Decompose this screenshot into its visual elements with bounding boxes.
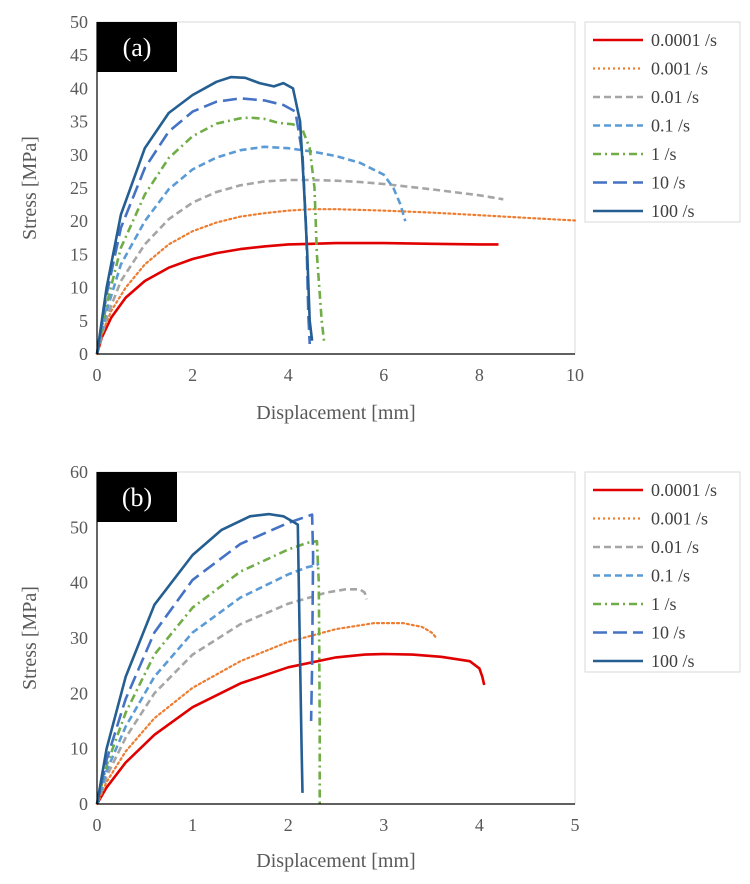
x-tick-label-a-3: 6 xyxy=(379,365,388,385)
x-tick-label-b-1: 1 xyxy=(188,815,197,835)
y-tick-label-a-3: 15 xyxy=(70,244,88,264)
legend-box-a xyxy=(584,21,741,223)
chart-panel-b: 0 1 2 3 4 5 0 10 20 30 40 50 60 Displacement [mm] S… xyxy=(19,462,741,872)
y-axis-title-b: Stress [MPa] xyxy=(19,586,41,690)
y-tick-label-a-1: 5 xyxy=(79,311,88,331)
series-line-a-0 xyxy=(95,241,499,355)
legend-label-a-0: 0.0001 /s xyxy=(651,30,717,50)
legend-label-b-2: 0.01 /s xyxy=(651,537,699,557)
legend-a: 0.0001 /s 0.001 /s 0.01 /s 0.1 /s 1 /s 10 /s 1… xyxy=(593,30,717,221)
series-line-b-0 xyxy=(95,652,486,805)
legend-label-b-4: 1 /s xyxy=(651,594,677,614)
x-tick-label-a-0: 0 xyxy=(93,365,102,385)
legend-label-b-5: 10 /s xyxy=(651,623,686,643)
y-axis-title-a: Stress [MPa] xyxy=(19,136,41,240)
legend-label-b-6: 100 /s xyxy=(651,651,695,671)
x-tick-label-b-0: 0 xyxy=(93,815,102,835)
x-tick-label-b-5: 5 xyxy=(571,815,580,835)
y-tick-label-b-5: 50 xyxy=(70,517,88,537)
y-tick-label-a-4: 20 xyxy=(70,211,88,231)
x-axis-title-a: Displacement [mm] xyxy=(256,402,415,424)
y-tick-label-a-10: 50 xyxy=(70,12,88,32)
y-tick-labels-a: 0 5 10 15 20 25 30 35 40 45 50 xyxy=(70,12,88,364)
series-line-b-3 xyxy=(95,562,320,805)
y-tick-label-b-3: 30 xyxy=(70,628,88,648)
x-tick-label-a-1: 2 xyxy=(188,365,197,385)
x-tick-label-a-5: 10 xyxy=(566,365,584,385)
series-line-a-4 xyxy=(95,116,326,355)
panel-label-box-b xyxy=(97,472,177,522)
series-line-b-4 xyxy=(95,539,322,805)
plot-area-a xyxy=(96,21,576,355)
x-tick-label-b-2: 2 xyxy=(284,815,293,835)
legend-b: 0.0001 /s 0.001 /s 0.01 /s 0.1 /s 1 /s 10 /s 1… xyxy=(593,480,717,671)
panel-label-box-a xyxy=(97,22,177,72)
x-tick-label-b-4: 4 xyxy=(475,815,484,835)
series-line-b-6 xyxy=(95,512,304,805)
axes-a xyxy=(96,22,575,355)
y-tick-label-a-0: 0 xyxy=(79,344,88,364)
y-tick-label-b-2: 20 xyxy=(70,683,88,703)
legend-label-a-5: 10 /s xyxy=(651,173,686,193)
y-tick-label-a-2: 10 xyxy=(70,278,88,298)
panel-label-b: (b) xyxy=(122,483,152,512)
series-line-a-6 xyxy=(95,75,314,355)
y-tick-label-b-4: 40 xyxy=(70,573,88,593)
series-line-b-1 xyxy=(95,621,438,806)
legend-label-a-2: 0.01 /s xyxy=(651,87,699,107)
series-line-a-2 xyxy=(95,178,504,355)
legend-label-a-4: 1 /s xyxy=(651,144,677,164)
legend-label-a-1: 0.001 /s xyxy=(651,59,708,79)
y-tick-label-a-8: 40 xyxy=(70,78,88,98)
x-tick-labels-b: 0 1 2 3 4 5 xyxy=(93,815,580,835)
x-tick-labels-a: 0 2 4 6 8 10 xyxy=(93,365,585,385)
x-tick-label-a-2: 4 xyxy=(284,365,293,385)
series-line-b-5 xyxy=(95,513,315,805)
series-line-a-3 xyxy=(95,145,407,355)
y-tick-label-b-6: 60 xyxy=(70,462,88,482)
chart-panel-a: 0 2 4 6 8 10 0 5 10 15 20 25 30 35 40 45 50 Displacemen… xyxy=(19,12,741,424)
panel-label-a: (a) xyxy=(123,33,152,62)
y-tick-label-b-0: 0 xyxy=(79,794,88,814)
legend-label-b-0: 0.0001 /s xyxy=(651,480,717,500)
legend-label-b-3: 0.1 /s xyxy=(651,566,690,586)
legend-label-a-3: 0.1 /s xyxy=(651,116,690,136)
axes-b xyxy=(96,472,575,805)
legend-label-b-1: 0.001 /s xyxy=(651,509,708,529)
series-line-a-1 xyxy=(95,208,577,356)
x-axis-title-b: Displacement [mm] xyxy=(256,850,415,872)
y-tick-labels-b: 0 10 20 30 40 50 60 xyxy=(70,462,88,814)
x-tick-label-a-4: 8 xyxy=(475,365,484,385)
series-group-b xyxy=(95,512,486,806)
y-tick-label-a-6: 30 xyxy=(70,145,88,165)
legend-label-a-6: 100 /s xyxy=(651,201,695,221)
x-tick-label-b-3: 3 xyxy=(379,815,388,835)
series-group-a xyxy=(95,75,577,356)
y-tick-label-b-1: 10 xyxy=(70,739,88,759)
y-tick-label-a-9: 45 xyxy=(70,45,88,65)
legend-box-b xyxy=(584,471,741,673)
y-tick-label-a-5: 25 xyxy=(70,178,88,198)
y-tick-label-a-7: 35 xyxy=(70,112,88,132)
